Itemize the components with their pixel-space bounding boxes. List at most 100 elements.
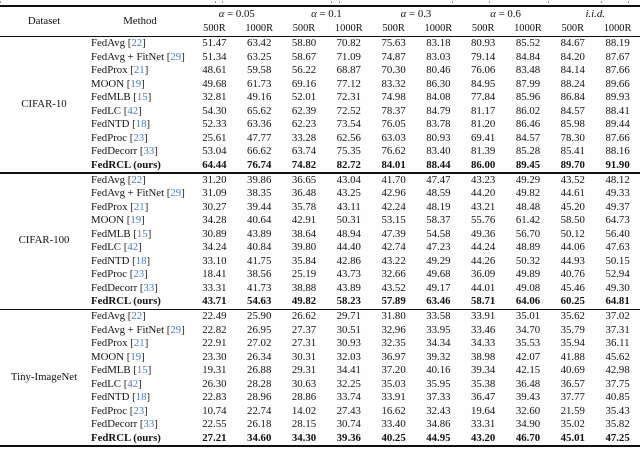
value-cell: 26.95	[247, 323, 272, 336]
value-cell: 37.75	[605, 377, 630, 390]
citation-bracket: ]	[144, 200, 149, 213]
group-value-label: = 0.6	[495, 8, 521, 20]
method-cell: FedLC [42]	[88, 241, 192, 255]
value-cell: 63.46	[426, 295, 451, 307]
table-row: FedMLB [15] 32.81 49.16 52.01 72.31 74.98 84.0…	[0, 91, 640, 105]
citation-link[interactable]: 22	[131, 37, 143, 49]
value-cell: 33.40	[381, 418, 406, 430]
citation-link[interactable]: 21	[133, 200, 145, 213]
value-cell: 30.89	[202, 227, 227, 240]
value-cell: 43.73	[336, 268, 361, 280]
value-cell: 22.55	[202, 418, 227, 430]
citation-link[interactable]: 18	[135, 254, 147, 267]
citation-link[interactable]: 42	[127, 104, 139, 117]
citation-link[interactable]: 33	[143, 145, 155, 157]
value-cell: 29.31	[291, 364, 317, 376]
value-cell: 39.44	[247, 200, 272, 213]
citation-link[interactable]: 15	[136, 364, 148, 376]
value-cell: 22.91	[202, 337, 227, 349]
value-cell: 35.84	[291, 254, 317, 267]
value-cell: 83.32	[381, 77, 406, 90]
value-cell: 63.74	[291, 145, 317, 157]
value-cell: 36.97	[381, 350, 406, 363]
value-cell: 42.91	[291, 214, 317, 226]
value-cell: 43.89	[336, 281, 361, 294]
citation-link[interactable]: 23	[133, 268, 145, 280]
method-cell: FedAvg [22]	[88, 37, 192, 51]
citation-link[interactable]: 19	[130, 77, 142, 90]
citation-link[interactable]: 22	[131, 173, 143, 186]
value-cell: 61.42	[515, 214, 541, 226]
value-cell: 21.59	[560, 404, 585, 417]
method-name: FedRCL (ours)	[91, 158, 161, 171]
citation-link[interactable]: 29	[170, 50, 182, 63]
value-cell: 80.46	[426, 64, 451, 76]
citation-bracket: ]	[154, 281, 158, 294]
citation-link[interactable]: 23	[133, 131, 145, 144]
value-cell: 39.86	[247, 173, 272, 186]
citation-link[interactable]: 18	[135, 118, 147, 130]
citation-link[interactable]: 29	[170, 323, 182, 336]
value-cell: 63.25	[247, 50, 272, 63]
value-cell: 32.35	[381, 337, 406, 349]
value-cell: 14.02	[291, 404, 317, 417]
method-cell: FedAvg + FitNet [29]	[88, 187, 192, 201]
citation-link[interactable]: 42	[127, 377, 139, 390]
value-cell: 30.31	[291, 350, 317, 363]
table-row: MOON [19] 34.28 40.64 42.91 50.31 53.15 58.37 5…	[0, 214, 640, 228]
value-cell: 52.33	[202, 118, 227, 130]
citation-bracket: [	[130, 200, 134, 213]
citation-link[interactable]: 33	[143, 281, 155, 294]
value-cell: 35.62	[560, 310, 585, 322]
citation-link[interactable]: 19	[130, 214, 142, 226]
value-cell: 51.47	[202, 37, 227, 49]
method-cell: FedAvg + FitNet [29]	[88, 324, 192, 338]
value-cell: 33.31	[471, 418, 496, 430]
value-cell: 80.93	[471, 37, 496, 49]
dataset-label: CIFAR-100	[18, 234, 70, 247]
table-row: FedRCL (ours) 64.44 76.74 74.82 82.72 84.01 88…	[0, 159, 640, 173]
value-cell: 33.10	[202, 254, 227, 267]
citation-link[interactable]: 33	[143, 418, 155, 430]
citation-link[interactable]: 19	[130, 350, 142, 363]
value-cell: 63.36	[247, 118, 272, 130]
citation-link[interactable]: 29	[170, 187, 182, 199]
value-cell: 48.48	[515, 200, 541, 213]
citation-link[interactable]: 15	[136, 227, 148, 240]
citation-link[interactable]: 21	[133, 337, 145, 349]
value-cell: 40.76	[560, 268, 585, 280]
citation-link[interactable]: 18	[135, 391, 147, 403]
value-cell: 82.72	[336, 158, 361, 171]
col-header-round-1-1: 1000R	[334, 22, 363, 34]
citation-link[interactable]: 23	[133, 404, 145, 417]
value-cell: 35.95	[426, 377, 451, 390]
citation-bracket: [	[139, 418, 144, 430]
value-cell: 57.89	[381, 295, 406, 307]
value-cell: 26.88	[247, 364, 272, 376]
citation-link[interactable]: 22	[131, 310, 143, 322]
citation-link[interactable]: 21	[133, 64, 145, 76]
col-header-round-2-0: 500R	[382, 22, 405, 34]
dataset-label: CIFAR-10	[21, 97, 67, 110]
group-value-label: = 0.05	[224, 8, 255, 20]
method-name: FedAvg	[91, 310, 125, 322]
group-variable-label: α	[311, 8, 317, 20]
value-cell: 58.50	[560, 214, 585, 226]
value-cell: 45.01	[560, 431, 585, 444]
citation-bracket: ]	[181, 187, 185, 199]
table-row: FedAvg + FitNet [29] 22.82 26.95 27.37 30.51…	[0, 324, 640, 338]
citation-bracket: [	[126, 214, 131, 226]
value-cell: 44.40	[336, 241, 361, 253]
section-table-cifar-100: CIFAR-100 FedAvg [22] 31.20 39.86 36.65 43.04…	[0, 174, 640, 309]
value-cell: 31.09	[202, 187, 227, 199]
value-cell: 43.04	[336, 173, 361, 186]
method-name: FedProx	[91, 337, 128, 349]
table-row: FedDecorr [33] 33.31 41.73 38.88 43.89 43.52 4…	[0, 282, 640, 296]
value-cell: 53.15	[381, 214, 406, 226]
value-cell: 58.67	[291, 50, 317, 63]
value-cell: 78.30	[560, 131, 585, 144]
col-header-round-3-1: 1000R	[514, 22, 542, 34]
citation-link[interactable]: 42	[127, 241, 139, 253]
citation-link[interactable]: 15	[136, 91, 148, 103]
value-cell: 32.66	[381, 268, 406, 280]
